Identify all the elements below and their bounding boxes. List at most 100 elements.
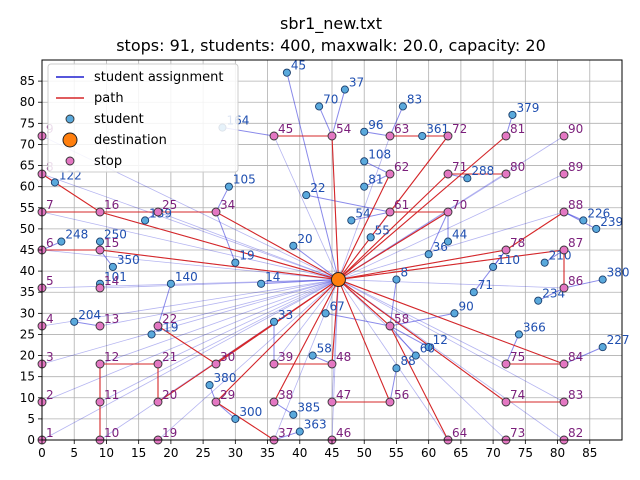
student-assignment-line xyxy=(338,279,565,289)
stop-point xyxy=(269,359,279,369)
student-point xyxy=(418,131,427,141)
student-point xyxy=(366,233,375,242)
student-assignment-line xyxy=(389,325,417,356)
path-line xyxy=(332,279,391,403)
student-label: 60 xyxy=(420,342,435,356)
x-tick-label: 15 xyxy=(131,446,146,460)
student-assignment-line xyxy=(273,135,339,280)
student-point xyxy=(315,102,324,111)
stop-point xyxy=(501,359,511,369)
path-line xyxy=(338,249,565,288)
y-tick-label: 65 xyxy=(20,159,35,173)
student-point xyxy=(57,237,66,246)
student-label: 81 xyxy=(368,173,383,187)
legend-label: student xyxy=(94,112,144,127)
student-point xyxy=(360,127,369,136)
stop-label: 61 xyxy=(394,198,409,212)
stop-label: 48 xyxy=(336,350,351,364)
stop-label: 71 xyxy=(452,160,467,174)
legend-marker-swatch xyxy=(65,114,75,124)
student-assignment-line xyxy=(273,431,300,441)
stop-label: 80 xyxy=(510,160,525,174)
y-tick-label: 5 xyxy=(27,412,35,426)
student-point xyxy=(302,191,311,200)
student-label: 8 xyxy=(400,266,408,280)
student-assignment-line xyxy=(338,135,565,280)
stop-label: 20 xyxy=(162,388,177,402)
stop-label: 64 xyxy=(452,426,467,440)
student-point xyxy=(592,224,601,233)
student-label: 140 xyxy=(175,270,198,284)
stop-label: 11 xyxy=(104,388,119,402)
student-label: 67 xyxy=(330,299,345,313)
student-assignment-line xyxy=(563,346,603,365)
x-tick-label: 65 xyxy=(453,446,468,460)
student-label: 55 xyxy=(375,223,390,237)
student-assignment-line xyxy=(99,279,339,289)
stop-label: 13 xyxy=(104,312,119,326)
x-tick-label: 30 xyxy=(228,446,243,460)
student-point xyxy=(289,410,298,419)
student-assignment-line xyxy=(364,173,391,188)
student-label: 90 xyxy=(458,299,473,313)
stop-point xyxy=(385,131,395,141)
student-point xyxy=(424,343,433,352)
student-point xyxy=(360,182,369,191)
y-tick-label: 85 xyxy=(20,74,35,88)
student-label: 33 xyxy=(278,308,293,322)
x-axis-ticks: 0 5 10 15 20 25 30 35 40 45 50 55 60 65 70 75 80 85 xyxy=(38,440,597,460)
stop-point xyxy=(559,245,569,255)
student-label: 366 xyxy=(523,320,546,334)
student-point xyxy=(508,110,517,119)
stop-point xyxy=(559,207,569,217)
student-assignment-line xyxy=(338,279,449,441)
student-assignment-line xyxy=(99,279,339,403)
student-point xyxy=(231,258,240,267)
student-assignment-line xyxy=(428,211,449,255)
stop-point xyxy=(95,321,105,331)
student-label: 288 xyxy=(471,164,494,178)
student-label: 250 xyxy=(104,228,127,242)
stop-point xyxy=(559,131,569,141)
student-label: 14 xyxy=(265,270,280,284)
student-assignment-line xyxy=(505,334,520,365)
student-point xyxy=(392,364,401,373)
stop-point xyxy=(211,359,221,369)
student-point xyxy=(360,157,369,166)
student-point xyxy=(398,102,407,111)
chart-title-line-1: sbr1_new.txt xyxy=(280,14,382,34)
stop-point xyxy=(559,397,569,407)
stop-point xyxy=(269,131,279,141)
student-point xyxy=(289,241,298,250)
student-point xyxy=(450,309,459,318)
y-axis-ticks: 0 5 10 15 20 25 30 35 40 45 50 55 60 65 70 75 80 85 xyxy=(20,74,42,447)
stop-label: 1 xyxy=(46,426,54,440)
student-point xyxy=(411,351,420,360)
student-assignment-line xyxy=(563,279,603,289)
student-point xyxy=(579,216,588,225)
student-assignment-line xyxy=(41,211,339,280)
student-assignment-line xyxy=(215,211,236,263)
student-point xyxy=(295,427,304,436)
student-label: 12 xyxy=(433,333,448,347)
stop-label: 84 xyxy=(568,350,583,364)
stop-label: 87 xyxy=(568,236,583,250)
student-point xyxy=(95,237,105,246)
y-tick-label: 0 xyxy=(27,433,35,447)
student-assignment-line xyxy=(389,312,455,327)
student-label: 204 xyxy=(78,308,101,322)
student-label: 71 xyxy=(478,278,493,292)
stop-label: 22 xyxy=(162,312,177,326)
stop-point xyxy=(95,245,105,255)
y-tick-label: 50 xyxy=(20,222,35,236)
legend: student assignment path student destination… xyxy=(47,63,239,173)
stop-point xyxy=(153,359,163,369)
student-assignment-line xyxy=(338,279,565,441)
student-assignment-line xyxy=(157,279,339,441)
stop-label: 14 xyxy=(104,274,119,288)
stop-label: 86 xyxy=(568,274,583,288)
stop-point xyxy=(95,207,105,217)
x-tick-label: 10 xyxy=(99,446,114,460)
student-assignment-line xyxy=(338,279,507,441)
